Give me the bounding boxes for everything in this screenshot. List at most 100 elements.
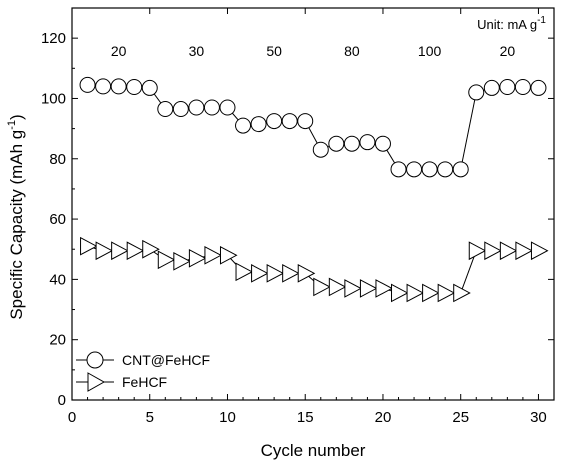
data-point-triangle xyxy=(328,277,347,297)
data-point-circle xyxy=(188,99,205,116)
series-fehcf xyxy=(80,236,549,303)
data-point-triangle xyxy=(219,245,238,265)
plot-frame xyxy=(71,7,555,401)
y-tick-label: 120 xyxy=(41,30,66,47)
data-point-circle xyxy=(203,99,220,116)
data-point-triangle xyxy=(173,251,191,271)
data-point-triangle xyxy=(499,241,518,261)
data-point-triangle xyxy=(406,283,425,303)
data-point-triangle xyxy=(515,241,533,261)
legend-label-cnt: CNT@FeHCF xyxy=(122,352,210,368)
data-point-triangle xyxy=(142,239,160,259)
data-point-circle xyxy=(266,113,283,130)
data-point-circle xyxy=(437,161,454,178)
data-point-triangle xyxy=(297,264,316,283)
legend-label-fehcf: FeHCF xyxy=(122,374,167,390)
data-point-circle xyxy=(530,79,547,96)
unit-annotation-text: Unit: mA g xyxy=(477,17,537,32)
data-point-triangle xyxy=(282,264,300,283)
y-tick-label: 20 xyxy=(49,332,66,349)
data-point-triangle xyxy=(530,241,549,261)
series-cnt-fehcf xyxy=(79,76,547,178)
rate-label: 50 xyxy=(266,43,282,59)
data-point-circle xyxy=(235,117,252,134)
data-point-triangle xyxy=(157,250,176,270)
x-tick-label: 15 xyxy=(297,409,314,426)
x-tick-label: 25 xyxy=(452,409,469,426)
y-tick-label: 0 xyxy=(58,392,66,409)
data-point-circle xyxy=(452,161,469,178)
y-tick-label: 40 xyxy=(49,271,66,288)
data-point-triangle xyxy=(266,264,285,283)
x-tick-label: 20 xyxy=(375,409,392,426)
data-point-triangle xyxy=(437,283,456,303)
data-point-triangle xyxy=(95,241,114,261)
unit-annotation-sup: -1 xyxy=(537,15,546,26)
data-point-circle xyxy=(297,113,314,130)
data-point-triangle xyxy=(80,236,98,256)
data-point-circle xyxy=(359,134,376,151)
data-point-circle xyxy=(468,84,485,101)
data-point-circle xyxy=(281,113,298,130)
rate-label: 100 xyxy=(418,43,442,59)
y-tick-label: 60 xyxy=(49,211,66,228)
x-tick-label: 30 xyxy=(530,409,547,426)
y-tick-label: 100 xyxy=(41,90,66,107)
y-axis-title-main: Specific Capacity (mAh g xyxy=(7,130,26,320)
data-point-triangle xyxy=(359,279,378,298)
data-point-circle xyxy=(126,79,143,96)
data-point-circle xyxy=(514,79,531,96)
y-axis-title-tail: ) xyxy=(7,114,26,120)
data-point-triangle xyxy=(188,248,207,268)
data-point-triangle xyxy=(391,283,409,303)
rate-label: 80 xyxy=(344,43,360,59)
series-line-segment xyxy=(460,92,477,170)
data-point-circle xyxy=(390,161,407,178)
data-point-triangle xyxy=(126,241,145,261)
data-point-circle xyxy=(374,135,391,152)
data-point-circle xyxy=(95,78,112,95)
data-point-circle xyxy=(157,101,174,118)
axes-layer: 0 5 10 15 20 25 30 0 20 40 60 80 100 120 20 30 50 80 100 20 xyxy=(41,7,555,426)
data-point-circle xyxy=(328,135,345,152)
legend-marker-fehcf xyxy=(87,372,106,392)
rate-label: 20 xyxy=(500,43,516,59)
data-point-circle xyxy=(421,161,438,178)
series-line-segment xyxy=(460,250,477,294)
data-point-circle xyxy=(250,116,267,133)
data-point-triangle xyxy=(375,279,394,298)
data-point-triangle xyxy=(344,279,362,298)
data-point-circle xyxy=(343,135,360,152)
data-point-triangle xyxy=(484,241,502,261)
data-point-circle xyxy=(499,79,516,96)
x-tick-label: 5 xyxy=(146,409,154,426)
legend: CNT@FeHCF FeHCF xyxy=(76,351,210,392)
data-point-triangle xyxy=(204,245,223,265)
data-point-circle xyxy=(406,161,423,178)
data-point-circle xyxy=(312,141,329,158)
data-point-circle xyxy=(219,99,236,116)
data-point-triangle xyxy=(313,277,331,297)
rate-label: 20 xyxy=(111,43,127,59)
rate-label: 30 xyxy=(189,43,205,59)
y-axis-title-sup: -1 xyxy=(6,120,18,130)
x-axis-title: Cycle number xyxy=(261,441,366,460)
unit-annotation: Unit: mA g-1 xyxy=(477,15,546,32)
legend-marker-cnt xyxy=(86,351,104,369)
data-point-circle xyxy=(172,101,189,118)
data-point-triangle xyxy=(251,264,269,283)
data-point-triangle xyxy=(453,283,471,303)
series-layer xyxy=(79,76,549,303)
data-point-circle xyxy=(79,76,96,93)
data-point-triangle xyxy=(422,283,440,303)
data-point-triangle xyxy=(235,262,254,282)
data-point-triangle xyxy=(111,241,129,261)
data-point-triangle xyxy=(468,241,487,261)
y-tick-label: 80 xyxy=(49,151,66,168)
y-axis-title: Specific Capacity (mAh g-1) xyxy=(6,114,26,319)
x-tick-label: 10 xyxy=(219,409,236,426)
data-point-circle xyxy=(141,79,158,96)
data-point-circle xyxy=(110,78,127,95)
data-point-circle xyxy=(483,79,500,96)
